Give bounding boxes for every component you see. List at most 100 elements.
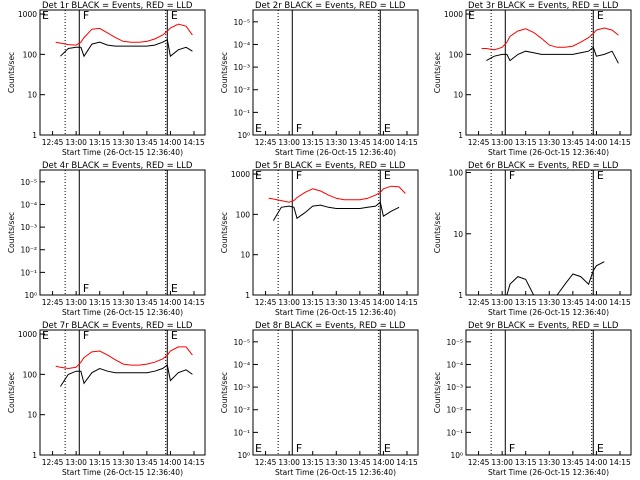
x-tick-label: 14:00 <box>586 298 608 307</box>
annotation: E <box>597 442 604 455</box>
y-tick-label: 10 <box>240 251 250 260</box>
y-tick-label: 10⁻¹ <box>233 428 250 437</box>
x-tick-label: 13:15 <box>302 138 324 147</box>
y-tick-label: 10 <box>453 91 463 100</box>
x-tick-label: 14:00 <box>373 458 395 467</box>
x-tick-label: 13:30 <box>538 458 560 467</box>
annotation: F <box>83 9 89 22</box>
panel-title: Det 9r BLACK = Events, RED = LLD <box>468 321 619 331</box>
panel-title: Det 2r BLACK = Events, RED = LLD <box>255 1 406 11</box>
y-tick-label: 10⁰ <box>237 131 250 140</box>
x-tick-label: 14:15 <box>183 298 205 307</box>
x-tick-label: 14:00 <box>373 298 395 307</box>
x-tick-label: 13:15 <box>89 458 111 467</box>
x-tick-label: 14:15 <box>609 458 631 467</box>
x-tick-label: 13:00 <box>65 458 87 467</box>
annotation: E <box>42 329 49 342</box>
x-tick-label: 13:45 <box>349 138 371 147</box>
y-tick-label: 10 <box>27 411 37 420</box>
annotation: F <box>509 442 515 455</box>
x-tick-label: 13:15 <box>515 298 537 307</box>
y-tick-label: 10 <box>27 91 37 100</box>
y-tick-label: 10⁰ <box>450 451 463 460</box>
plot-frame <box>465 329 632 456</box>
y-tick-label: 10⁻³ <box>446 383 463 392</box>
x-axis-label: Start Time (26-Oct-15 12:36:40) <box>62 308 183 317</box>
x-tick-label: 13:30 <box>325 458 347 467</box>
panel-title: Det 3r BLACK = Events, RED = LLD <box>468 1 619 11</box>
x-axis-label: Start Time (26-Oct-15 12:36:40) <box>488 148 609 157</box>
y-tick-label: 1000 <box>18 330 37 339</box>
x-tick-label: 13:00 <box>65 138 87 147</box>
x-axis-label: Start Time (26-Oct-15 12:36:40) <box>488 468 609 477</box>
x-tick-label: 14:15 <box>609 298 631 307</box>
y-tick-label: 10⁻⁵ <box>446 338 463 347</box>
x-tick-label: 13:00 <box>491 138 513 147</box>
x-tick-label: 14:00 <box>586 458 608 467</box>
annotation: E <box>171 329 178 342</box>
x-axis-label: Start Time (26-Oct-15 12:36:40) <box>275 308 396 317</box>
y-tick-label: 100 <box>23 50 38 59</box>
x-tick-label: 13:30 <box>112 458 134 467</box>
panel-title: Det 6r BLACK = Events, RED = LLD <box>468 161 619 171</box>
series-line <box>506 261 605 296</box>
y-tick-label: 10⁻⁵ <box>233 338 250 347</box>
y-tick-label: 10⁻¹ <box>233 108 250 117</box>
y-tick-label: 1000 <box>18 10 37 19</box>
x-tick-label: 13:45 <box>349 298 371 307</box>
annotation: F <box>296 122 302 135</box>
x-tick-label: 13:00 <box>491 458 513 467</box>
y-axis-label: Counts/sec <box>433 212 442 253</box>
series-line <box>55 346 193 370</box>
y-tick-label: 10⁻² <box>446 406 463 415</box>
x-tick-label: 14:00 <box>160 298 182 307</box>
y-tick-label: 1 <box>458 131 463 140</box>
x-tick-label: 13:45 <box>136 298 158 307</box>
series-line <box>486 46 619 64</box>
annotation: F <box>83 282 89 295</box>
x-tick-label: 13:30 <box>325 298 347 307</box>
x-tick-label: 13:30 <box>112 138 134 147</box>
y-axis-label: Counts/sec <box>220 212 229 253</box>
annotation: E <box>597 9 604 22</box>
x-tick-label: 13:15 <box>515 458 537 467</box>
plot-frame <box>252 9 419 136</box>
series-line <box>481 27 619 51</box>
y-tick-label: 1 <box>32 131 37 140</box>
y-tick-label: 100 <box>23 370 38 379</box>
y-tick-label: 10⁻⁴ <box>233 360 250 369</box>
x-tick-label: 13:15 <box>302 298 324 307</box>
x-tick-label: 13:00 <box>65 298 87 307</box>
annotation: F <box>296 442 302 455</box>
series-line <box>60 39 193 58</box>
panel-title: Det 8r BLACK = Events, RED = LLD <box>255 321 406 331</box>
x-tick-label: 14:15 <box>183 138 205 147</box>
x-tick-label: 13:45 <box>349 458 371 467</box>
annotation: E <box>468 9 475 22</box>
annotation: F <box>83 329 89 342</box>
y-axis-label: Counts/sec <box>7 212 16 253</box>
y-tick-label: 10⁻⁴ <box>446 360 463 369</box>
y-tick-label: 10⁻³ <box>20 223 37 232</box>
annotation: E <box>171 9 178 22</box>
plot-frame <box>39 329 206 456</box>
x-tick-label: 14:15 <box>609 138 631 147</box>
x-tick-label: 12:45 <box>255 458 277 467</box>
y-tick-label: 1 <box>32 451 37 460</box>
panel-title: Det 1r BLACK = Events, RED = LLD <box>42 1 193 11</box>
y-axis-label: Counts/sec <box>7 372 16 413</box>
x-tick-label: 13:15 <box>89 298 111 307</box>
annotation: E <box>597 169 604 182</box>
x-tick-label: 13:45 <box>562 458 584 467</box>
plot-frame <box>252 169 419 296</box>
series-line <box>55 23 193 46</box>
y-tick-label: 10⁰ <box>237 451 250 460</box>
x-tick-label: 12:45 <box>468 138 490 147</box>
x-tick-label: 13:00 <box>278 138 300 147</box>
annotation: F <box>296 169 302 182</box>
panel-title: Det 4r BLACK = Events, RED = LLD <box>42 161 193 171</box>
y-tick-label: 10⁻³ <box>233 383 250 392</box>
x-tick-label: 13:45 <box>562 298 584 307</box>
panel-title: Det 5r BLACK = Events, RED = LLD <box>255 161 406 171</box>
